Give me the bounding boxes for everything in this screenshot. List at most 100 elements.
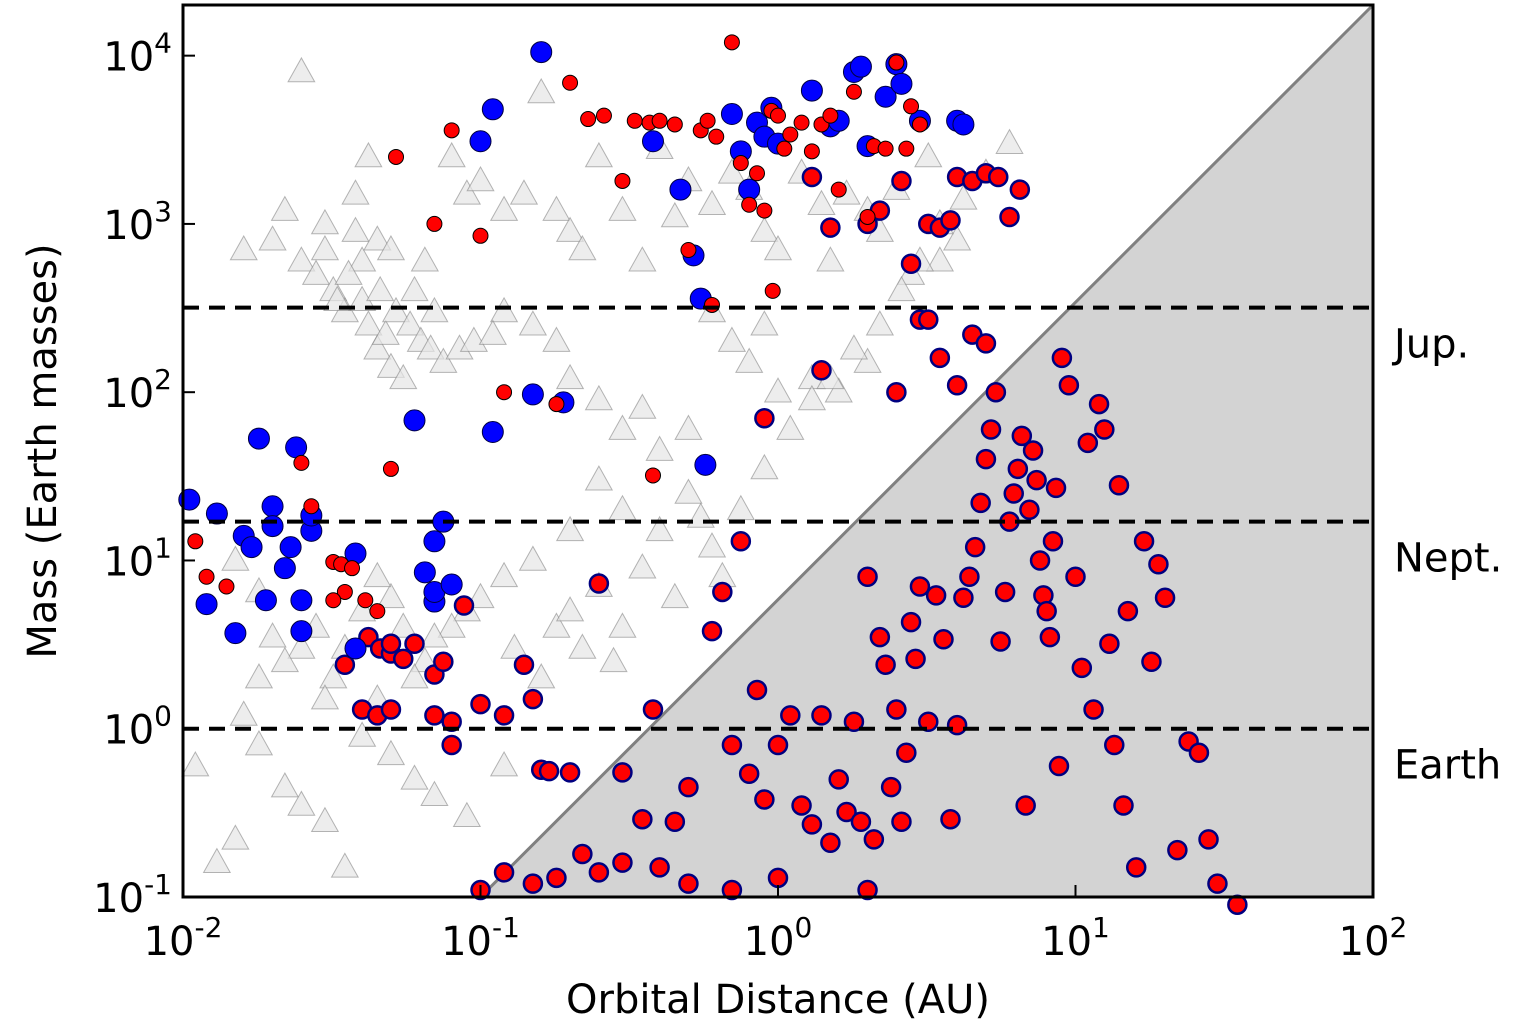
triangle-point	[807, 189, 836, 216]
triangle-point	[341, 216, 370, 242]
y-axis-title: Mass (Earth masses)	[20, 243, 66, 658]
red-outlined-point	[880, 776, 902, 798]
red-outlined-point	[780, 705, 801, 726]
red-outlined-point	[642, 699, 664, 720]
triangle-point	[949, 184, 978, 210]
triangle-point	[660, 582, 689, 609]
triangle-point	[489, 195, 519, 221]
red-outlined-point	[538, 760, 560, 782]
triangle-point	[750, 453, 779, 480]
red-point	[845, 83, 862, 100]
blue-point	[195, 593, 218, 616]
red-outlined-point	[933, 629, 954, 650]
red-outlined-point	[572, 843, 593, 865]
red-outlined-point	[1104, 734, 1125, 756]
red-outlined-point	[946, 374, 968, 396]
red-outlined-point	[522, 688, 544, 710]
triangle-point	[925, 246, 955, 272]
triangle-point	[839, 334, 869, 360]
red-outlined-point	[754, 408, 775, 429]
blue-point	[413, 561, 436, 584]
blue-point	[440, 573, 463, 596]
red-point	[898, 140, 915, 157]
red-outlined-point	[380, 699, 402, 720]
red-outlined-point	[470, 693, 491, 715]
red-outlined-point	[612, 762, 633, 783]
red-point	[770, 107, 786, 124]
red-outlined-point	[546, 867, 567, 889]
blue-point	[254, 589, 277, 612]
red-point	[496, 384, 513, 401]
y-tick-label: 102	[103, 363, 172, 417]
blue-point	[423, 530, 446, 553]
triangle-point	[697, 532, 727, 558]
triangle-point	[478, 319, 507, 345]
red-outlined-point	[959, 566, 980, 588]
red-outlined-point	[850, 811, 872, 833]
triangle-point	[584, 141, 614, 168]
red-point	[877, 140, 894, 157]
triangle-point	[229, 700, 258, 726]
red-outlined-point	[940, 210, 961, 231]
triangle-point	[181, 751, 210, 777]
red-outlined-point	[1039, 626, 1061, 648]
x-tick-label: 10-1	[441, 911, 520, 965]
reference-label: Jup.	[1391, 322, 1469, 368]
blue-point	[800, 79, 823, 102]
triangle-point	[500, 633, 529, 659]
triangle-point	[853, 347, 882, 373]
blue-point	[205, 502, 228, 525]
red-outlined-point	[820, 217, 841, 238]
red-outlined-point	[1188, 742, 1210, 763]
triangle-point	[429, 347, 458, 373]
y-axis: 10-1 100 101 102 103 104	[93, 27, 195, 922]
triangle-point	[381, 296, 411, 323]
triangle-point	[395, 310, 425, 336]
blue-point	[273, 557, 296, 580]
triangle-point	[389, 363, 418, 390]
red-outlined-point	[970, 492, 991, 514]
blue-point	[849, 55, 872, 78]
triangle-point	[542, 195, 571, 221]
triangle-point	[376, 739, 406, 766]
red-outlined-point	[1065, 566, 1086, 588]
triangle-point	[270, 646, 300, 673]
red-outlined-point	[929, 347, 951, 369]
x-tick-label: 102	[1339, 911, 1408, 965]
triangle-point	[584, 384, 614, 411]
red-outlined-series	[334, 163, 1248, 915]
triangle-point	[310, 684, 340, 710]
triangle-point	[221, 824, 250, 850]
red-point	[911, 116, 928, 133]
red-outlined-point	[1036, 600, 1057, 622]
triangle-point	[527, 663, 556, 689]
red-outlined-point	[664, 811, 686, 833]
triangle-point	[244, 730, 274, 756]
red-point	[357, 592, 374, 609]
y-tick-label: 100	[103, 700, 172, 754]
red-outlined-point	[453, 595, 475, 616]
triangle-point	[555, 363, 585, 390]
red-point	[704, 296, 720, 313]
triangle-point	[555, 515, 585, 542]
red-point	[293, 454, 310, 471]
red-outlined-point	[1167, 839, 1188, 861]
red-point	[443, 122, 460, 139]
red-point	[580, 111, 597, 128]
triangle-point	[270, 772, 300, 798]
triangle-point	[437, 612, 466, 638]
triangle-point	[717, 158, 747, 184]
triangle-point	[347, 596, 377, 622]
red-outlined-point	[1117, 600, 1139, 622]
blue-point	[344, 637, 367, 660]
red-outlined-point	[811, 360, 832, 381]
triangle-point	[542, 326, 571, 352]
blue-point	[874, 85, 897, 108]
blue-point	[481, 98, 504, 121]
red-outlined-point	[493, 862, 515, 883]
triangle-point	[400, 663, 429, 689]
red-point	[426, 215, 443, 232]
red-outlined-point	[612, 852, 633, 873]
red-point	[776, 140, 793, 157]
red-outlined-point	[875, 654, 896, 676]
